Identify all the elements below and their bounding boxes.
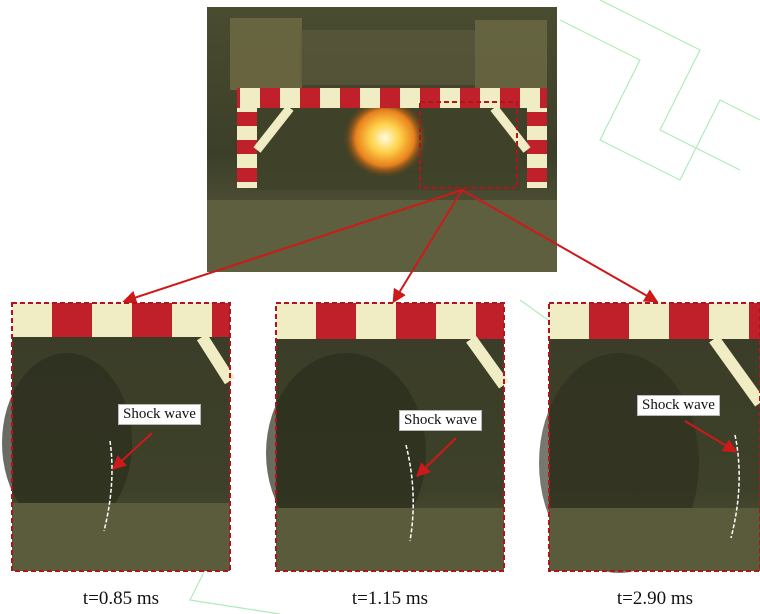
shock-wave-label-3: Shock wave bbox=[637, 395, 720, 416]
overview-photo bbox=[207, 7, 557, 272]
zoom-panel-3 bbox=[539, 302, 760, 573]
explosion-fireball bbox=[343, 98, 427, 178]
shock-wave-pointer-3 bbox=[684, 420, 738, 453]
arrow-to-panel-3 bbox=[461, 189, 659, 303]
panel-2-time-caption: t=1.15 ms bbox=[351, 588, 429, 609]
barrier-leg-right bbox=[527, 108, 547, 188]
arrow-to-panel-2 bbox=[392, 189, 463, 304]
zoom-panel-2 bbox=[266, 302, 509, 572]
arrow-to-panel-1 bbox=[122, 189, 463, 305]
barrier-beam bbox=[237, 88, 547, 108]
zoom-arrows bbox=[122, 189, 659, 305]
zoom-panel-1 bbox=[2, 302, 236, 572]
shock-wave-label-1: Shock wave bbox=[118, 404, 201, 425]
shock-wave-label-2: Shock wave bbox=[399, 410, 482, 431]
zoom-region bbox=[419, 101, 518, 189]
shock-wave-pointer-2 bbox=[415, 437, 457, 477]
panel-1-time-caption: t=0.85 ms bbox=[82, 588, 160, 609]
shock-wave-curve-3 bbox=[730, 434, 740, 539]
shock-wave-pointer-1 bbox=[111, 432, 153, 470]
shock-wave-curve-1 bbox=[103, 440, 113, 532]
panel-3-time-caption: t=2.90 ms bbox=[616, 588, 694, 609]
shock-wave-curve-2 bbox=[405, 444, 414, 542]
barrier-leg-left bbox=[237, 108, 257, 188]
